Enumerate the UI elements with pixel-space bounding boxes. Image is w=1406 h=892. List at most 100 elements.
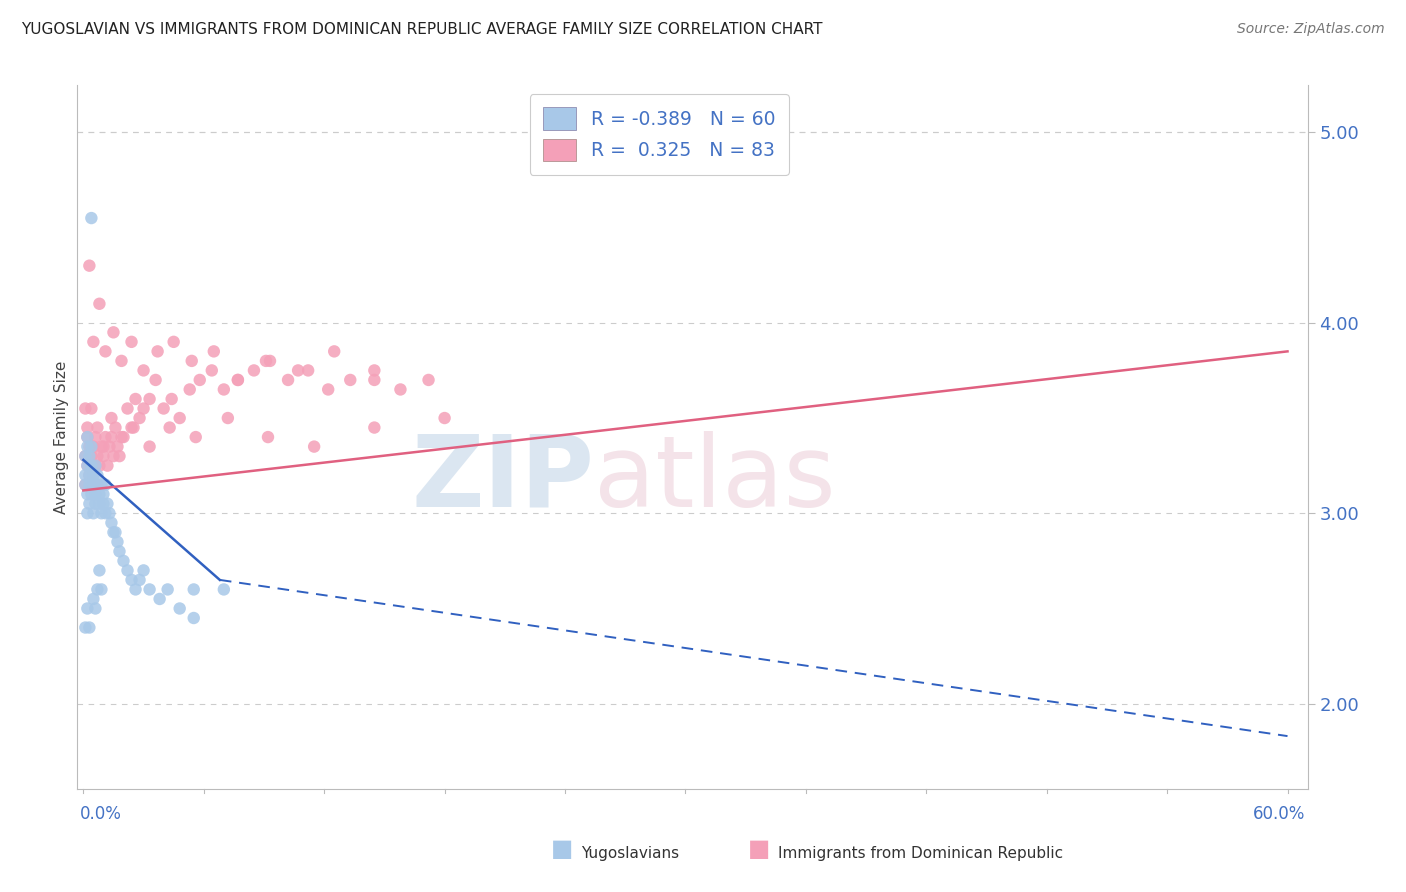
Point xyxy=(86,420,108,434)
Point xyxy=(110,354,132,368)
Point xyxy=(110,430,132,444)
Point xyxy=(89,563,111,577)
Point xyxy=(104,420,127,434)
Point xyxy=(156,582,179,597)
Point xyxy=(112,554,135,568)
Point xyxy=(103,449,125,463)
Point xyxy=(138,392,160,406)
Point xyxy=(433,411,456,425)
Point xyxy=(339,373,361,387)
Point xyxy=(75,621,97,635)
Point xyxy=(103,525,125,540)
Point xyxy=(180,354,202,368)
Point xyxy=(82,334,104,349)
Point xyxy=(82,440,104,454)
Point xyxy=(90,506,112,520)
Point xyxy=(82,468,104,483)
Point xyxy=(93,487,115,501)
Point xyxy=(159,420,181,434)
Point xyxy=(75,468,97,483)
Point xyxy=(363,373,385,387)
Point xyxy=(86,582,108,597)
Point xyxy=(363,363,385,377)
Point xyxy=(98,440,121,454)
Point xyxy=(76,420,98,434)
Text: atlas: atlas xyxy=(595,431,835,528)
Point xyxy=(84,458,107,473)
Point xyxy=(84,601,107,615)
Point xyxy=(79,468,101,483)
Point xyxy=(82,506,104,520)
Point xyxy=(76,458,98,473)
Point xyxy=(75,401,97,416)
Point xyxy=(202,344,225,359)
Point xyxy=(82,477,104,491)
Point xyxy=(80,211,103,225)
Point xyxy=(79,259,101,273)
Point xyxy=(107,440,129,454)
Point xyxy=(121,420,143,434)
Point xyxy=(76,487,98,501)
Point xyxy=(86,477,108,491)
Point xyxy=(243,363,266,377)
Point xyxy=(117,401,139,416)
Text: Immigrants from Dominican Republic: Immigrants from Dominican Republic xyxy=(778,847,1063,861)
Point xyxy=(80,458,103,473)
Point xyxy=(84,430,107,444)
Point xyxy=(146,344,169,359)
Point xyxy=(84,497,107,511)
Point xyxy=(94,477,117,491)
Point xyxy=(287,363,309,377)
Point xyxy=(257,430,280,444)
Point xyxy=(89,497,111,511)
Text: YUGOSLAVIAN VS IMMIGRANTS FROM DOMINICAN REPUBLIC AVERAGE FAMILY SIZE CORRELATIO: YUGOSLAVIAN VS IMMIGRANTS FROM DOMINICAN… xyxy=(21,22,823,37)
Point xyxy=(75,449,97,463)
Point xyxy=(389,383,412,397)
Point xyxy=(75,477,97,491)
Point xyxy=(212,582,235,597)
Point xyxy=(160,392,183,406)
Point xyxy=(94,506,117,520)
Point xyxy=(316,383,339,397)
Point xyxy=(108,544,131,558)
Point xyxy=(79,477,101,491)
Text: Yugoslavians: Yugoslavians xyxy=(581,847,679,861)
Text: ■: ■ xyxy=(748,838,770,862)
Point xyxy=(80,449,103,463)
Point xyxy=(138,440,160,454)
Point xyxy=(297,363,319,377)
Point xyxy=(179,383,201,397)
Point xyxy=(108,449,131,463)
Point xyxy=(80,401,103,416)
Point xyxy=(84,487,107,501)
Point xyxy=(79,497,101,511)
Point xyxy=(122,420,145,434)
Point xyxy=(84,458,107,473)
Point xyxy=(90,582,112,597)
Point xyxy=(124,392,146,406)
Point xyxy=(132,563,155,577)
Point xyxy=(103,326,125,340)
Point xyxy=(100,516,122,530)
Point xyxy=(169,411,191,425)
Point xyxy=(128,411,150,425)
Point xyxy=(76,601,98,615)
Point xyxy=(90,440,112,454)
Point xyxy=(89,458,111,473)
Point xyxy=(183,611,205,625)
Point xyxy=(75,449,97,463)
Point xyxy=(183,582,205,597)
Point xyxy=(86,468,108,483)
Point xyxy=(79,449,101,463)
Point xyxy=(212,383,235,397)
Point xyxy=(145,373,167,387)
Point xyxy=(149,591,172,606)
Point xyxy=(76,430,98,444)
Point xyxy=(201,363,224,377)
Point xyxy=(79,621,101,635)
Point xyxy=(80,440,103,454)
Text: 60.0%: 60.0% xyxy=(1253,805,1305,822)
Point xyxy=(79,468,101,483)
Point xyxy=(363,420,385,434)
Point xyxy=(104,525,127,540)
